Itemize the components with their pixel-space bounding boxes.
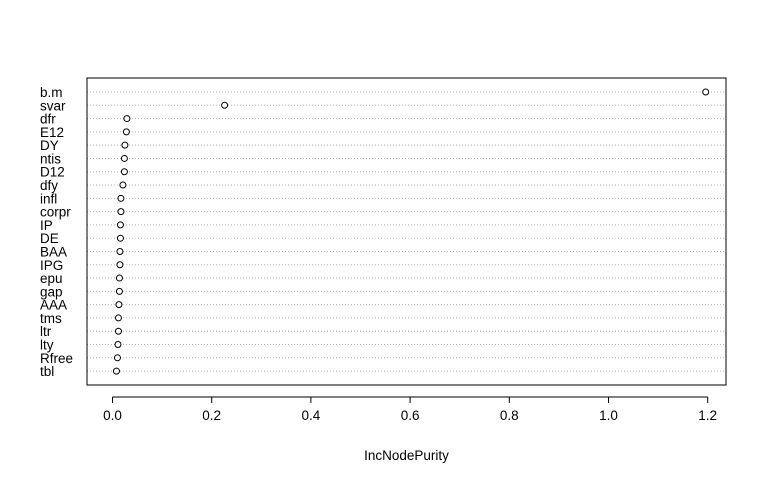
plot-frame — [86, 77, 727, 386]
data-point — [113, 354, 121, 362]
data-point — [114, 327, 122, 335]
data-point — [116, 261, 124, 269]
x-tick-label: 0.8 — [500, 408, 519, 423]
data-point — [120, 154, 128, 162]
category-label: DY — [40, 138, 59, 153]
data-point — [120, 168, 128, 176]
category-label: ntis — [40, 151, 61, 166]
category-label: dfr — [40, 112, 56, 127]
category-label: epu — [40, 271, 63, 286]
data-point — [114, 341, 122, 349]
data-point — [123, 115, 131, 123]
x-tick-label: 1.2 — [698, 408, 717, 423]
data-point — [115, 287, 123, 295]
category-label: corpr — [40, 205, 71, 220]
data-point — [116, 234, 124, 242]
category-label: lty — [40, 338, 54, 353]
category-label: b.m — [40, 85, 63, 100]
data-points — [112, 88, 710, 375]
category-label: tms — [40, 311, 62, 326]
x-tick-label: 1.0 — [599, 408, 618, 423]
data-point — [119, 181, 127, 189]
x-tick-label: 0.4 — [302, 408, 321, 423]
category-label: tbl — [40, 364, 54, 379]
data-point — [122, 128, 130, 136]
category-label: svar — [40, 98, 66, 113]
category-label: dfy — [40, 178, 58, 193]
category-label: IP — [40, 218, 53, 233]
category-label: E12 — [40, 125, 64, 140]
data-point — [115, 301, 123, 309]
data-point — [116, 247, 124, 255]
category-label: ltr — [40, 324, 52, 339]
category-label: D12 — [40, 165, 65, 180]
category-label: AAA — [40, 298, 67, 313]
grid-lines — [87, 91, 726, 372]
data-point — [121, 141, 129, 149]
data-point — [115, 274, 123, 282]
data-point — [702, 88, 710, 96]
category-label: gap — [40, 284, 63, 299]
data-point — [114, 314, 122, 322]
category-label: infl — [40, 191, 57, 206]
data-point — [117, 208, 125, 216]
x-tick-label: 0.6 — [401, 408, 420, 423]
data-point — [221, 101, 229, 109]
data-point — [117, 194, 125, 202]
data-point — [116, 221, 124, 229]
category-label: DE — [40, 231, 59, 246]
x-axis-label: IncNodePurity — [364, 448, 449, 463]
x-axis: 0.0 0.2 0.4 0.6 0.8 1.0 1.2 — [103, 396, 717, 423]
x-tick-label: 0.0 — [103, 408, 122, 423]
x-tick-label: 0.2 — [202, 408, 221, 423]
category-label: Rfree — [40, 351, 73, 366]
category-label: IPG — [40, 258, 63, 273]
category-labels: b.msvardfrE12DYntisD12dfyinflcorprIPDEBA… — [40, 85, 73, 379]
data-point — [112, 367, 120, 375]
category-label: BAA — [40, 244, 67, 259]
